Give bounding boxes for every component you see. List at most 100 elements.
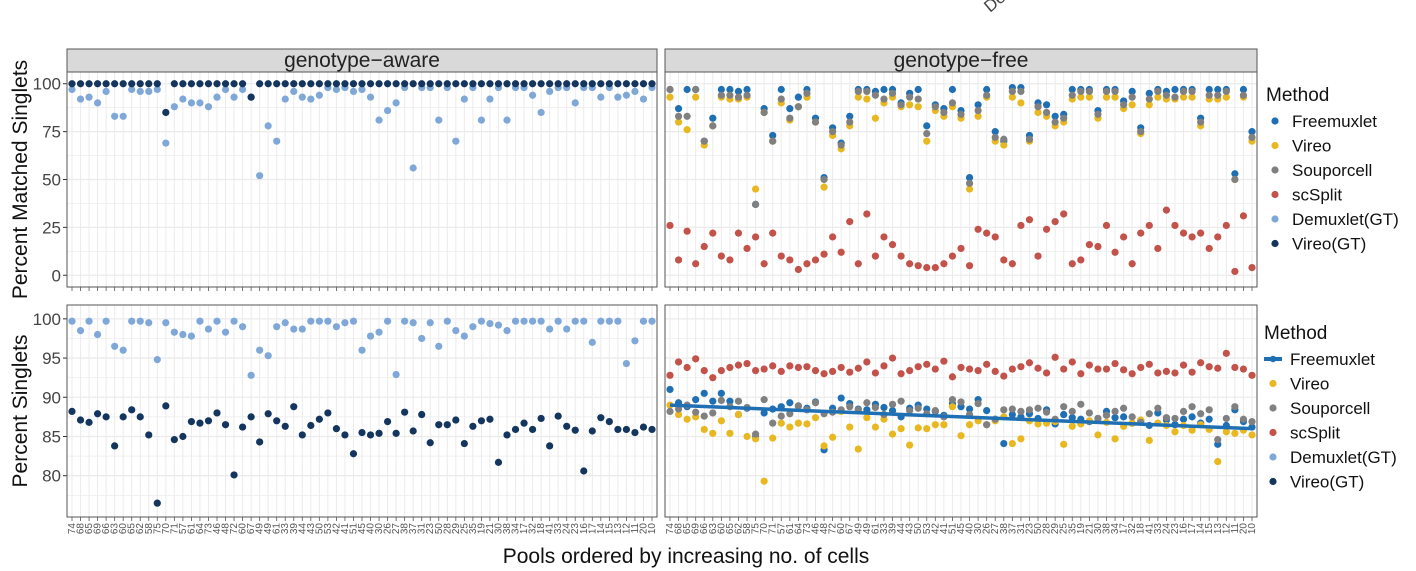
data-point — [1017, 221, 1025, 230]
data-point — [1000, 406, 1008, 414]
x-tick-label: 41 — [545, 523, 556, 535]
x-tick-label: 49 — [255, 523, 266, 535]
data-point — [418, 80, 426, 88]
data-point — [666, 371, 674, 379]
data-point — [700, 412, 708, 420]
data-point — [786, 362, 794, 370]
x-tick-label: 50 — [913, 523, 924, 535]
data-point — [187, 417, 196, 426]
data-point — [546, 87, 554, 96]
legend-point-key — [1271, 190, 1279, 199]
legend-label: Demuxlet(GT) — [1290, 448, 1397, 467]
x-tick-label: 15 — [604, 523, 615, 535]
legend-entry: Demuxlet(GT) — [1269, 448, 1397, 467]
data-point — [717, 252, 725, 260]
data-point — [264, 80, 272, 88]
data-point — [1111, 87, 1119, 96]
data-point — [1248, 128, 1256, 136]
data-point — [273, 80, 281, 88]
data-point — [622, 425, 631, 434]
data-point — [1171, 428, 1179, 436]
series-vireo-gt- — [68, 80, 656, 117]
x-tick-label: 66 — [101, 523, 112, 535]
data-point — [597, 317, 605, 325]
x-tick-label: 38 — [502, 523, 513, 535]
legend-1: Method Freemuxlet Vireo Souporcell scSplit De… — [1266, 85, 1399, 254]
data-point — [469, 323, 477, 331]
data-point — [145, 80, 153, 88]
data-point — [76, 80, 85, 88]
data-point — [854, 445, 862, 453]
data-point — [93, 80, 102, 88]
data-point — [1128, 260, 1136, 268]
data-point — [614, 80, 622, 88]
data-point — [974, 367, 982, 375]
data-point — [923, 122, 931, 130]
x-tick-label: 19 — [476, 523, 487, 535]
data-point — [674, 118, 683, 126]
x-tick-label: 17 — [587, 523, 598, 535]
data-point — [648, 80, 656, 88]
data-point — [383, 317, 392, 325]
data-point — [957, 244, 965, 253]
data-point — [315, 415, 323, 423]
data-point — [153, 80, 161, 88]
data-point — [204, 80, 213, 88]
x-tick-label: 42 — [930, 523, 941, 535]
x-tick-label: 23 — [1170, 523, 1181, 535]
data-point — [563, 80, 571, 88]
data-point — [597, 93, 605, 101]
x-tick-label: 68 — [674, 523, 685, 535]
data-point — [1145, 95, 1153, 103]
x-tick-label: 33 — [553, 523, 564, 535]
data-point — [256, 346, 264, 354]
legend-label: scSplit — [1290, 424, 1340, 443]
legend-point-key — [1271, 215, 1279, 223]
x-tick-label: 58 — [144, 523, 155, 535]
data-point — [1231, 267, 1239, 276]
x-tick-label: 66 — [699, 523, 710, 535]
data-point — [769, 229, 777, 237]
data-point — [1017, 363, 1025, 371]
data-point — [460, 95, 468, 103]
data-point — [1008, 93, 1016, 101]
data-point — [734, 361, 743, 369]
legend-label: scSplit — [1292, 186, 1342, 205]
data-point — [580, 80, 588, 88]
data-point — [563, 422, 571, 430]
data-point — [230, 471, 238, 479]
data-point — [769, 362, 777, 370]
data-point — [1248, 263, 1256, 272]
data-point — [923, 137, 931, 145]
legend-point-key — [1269, 404, 1277, 412]
x-tick-label: 17 — [1119, 523, 1130, 535]
data-point — [571, 426, 579, 434]
data-point — [897, 397, 905, 405]
x-tick-label: 31 — [1016, 523, 1027, 535]
data-point — [914, 363, 922, 371]
data-point — [906, 407, 914, 415]
data-point — [863, 399, 871, 407]
x-tick-label: 67 — [246, 523, 257, 535]
data-point — [1214, 364, 1222, 372]
data-point — [846, 118, 854, 126]
x-tick-label: 16 — [1179, 523, 1190, 535]
data-point — [315, 317, 323, 325]
data-point — [897, 425, 905, 433]
data-point — [1000, 372, 1008, 380]
data-point — [1008, 439, 1016, 448]
x-tick-label: 32 — [1127, 523, 1138, 535]
data-point — [1060, 440, 1068, 448]
data-point — [1239, 365, 1248, 373]
data-point — [1205, 244, 1213, 253]
data-point — [1231, 170, 1239, 178]
x-tick-label: 73 — [203, 523, 214, 535]
data-point — [187, 332, 196, 340]
data-point — [383, 80, 392, 88]
data-point — [709, 229, 717, 237]
data-point — [700, 242, 708, 251]
data-point — [554, 412, 562, 420]
x-tick-label: 40 — [965, 523, 976, 535]
